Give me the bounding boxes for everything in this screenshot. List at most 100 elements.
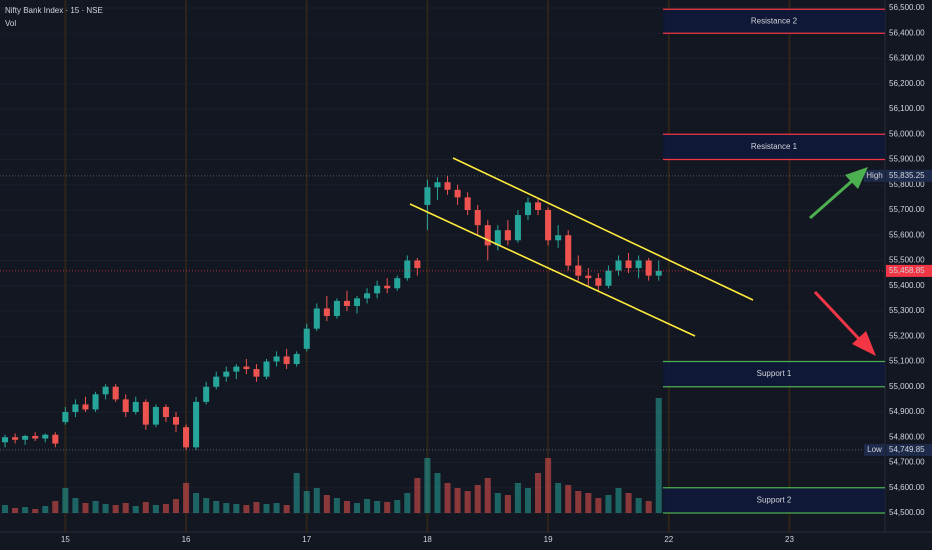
volume-bar	[635, 498, 642, 513]
y-tick-label: 56,200.00	[889, 79, 925, 88]
x-tick-label: 19	[544, 535, 553, 544]
volume-bar	[464, 491, 471, 513]
candle-body	[82, 404, 89, 410]
x-tick-label: 15	[61, 535, 70, 544]
volume-bar	[444, 483, 451, 513]
volume-label: Vol	[5, 19, 16, 28]
y-tick-label: 55,100.00	[889, 357, 925, 366]
zone	[663, 134, 885, 160]
candle-body	[524, 202, 531, 216]
volume-bar	[273, 503, 280, 513]
volume-bar	[394, 500, 401, 513]
candle-body	[263, 361, 270, 377]
candle-body	[585, 275, 592, 279]
y-tick-label: 55,600.00	[889, 230, 925, 239]
y-tick-label: 55,300.00	[889, 306, 925, 315]
candle-body	[343, 300, 350, 306]
volume-bar	[2, 505, 9, 513]
volume-bar	[323, 495, 330, 513]
volume-bar	[213, 501, 220, 513]
candle-body	[193, 401, 200, 448]
volume-bar	[333, 498, 340, 513]
volume-bar	[424, 458, 431, 513]
candle-body	[12, 437, 19, 440]
volume-bar	[122, 503, 129, 513]
price-tag	[886, 169, 932, 182]
candle-body	[303, 328, 310, 349]
candle-body	[484, 225, 491, 246]
channel-upper	[452, 157, 754, 301]
volume-bar	[384, 502, 391, 513]
candle-body	[2, 437, 9, 443]
candle-body	[655, 270, 662, 276]
y-tick-label: 55,700.00	[889, 205, 925, 214]
candle-body	[183, 427, 190, 448]
candle-body	[575, 265, 582, 276]
candle-body	[615, 260, 622, 271]
candle-body	[132, 401, 139, 412]
volume-bar	[32, 509, 39, 513]
volume-bar	[22, 507, 29, 513]
candle-body	[323, 308, 330, 317]
candle-body	[565, 235, 572, 266]
price-tag-label: 54,749.85	[889, 445, 925, 454]
candle-body	[434, 182, 441, 188]
candle-body	[112, 386, 119, 400]
y-tick-label: 55,500.00	[889, 256, 925, 265]
chart-title: Nifty Bank Index · 15 · NSE	[5, 6, 103, 15]
y-tick-label: 56,400.00	[889, 28, 925, 37]
volume-bar	[102, 504, 109, 513]
price-tag-label: 55,458.85	[889, 266, 925, 275]
volume-bar	[223, 503, 230, 513]
candle-body	[424, 187, 431, 205]
volume-bar	[62, 488, 69, 513]
x-tick-label: 16	[182, 535, 191, 544]
volume-bar	[132, 506, 139, 513]
candle-body	[313, 308, 320, 329]
volume-bar	[52, 501, 59, 513]
price-tag-label: 55,835.25	[889, 171, 925, 180]
zone-label: Resistance 2	[751, 16, 798, 25]
volume-bar	[283, 505, 290, 513]
volume-bar	[12, 508, 19, 513]
y-tick-label: 56,300.00	[889, 54, 925, 63]
zone-label: Support 2	[757, 495, 792, 504]
candle-body	[142, 401, 149, 425]
candle-body	[494, 230, 501, 246]
volume-bar	[303, 491, 310, 513]
candle-body	[625, 260, 632, 269]
candle-body	[333, 300, 340, 317]
y-tick-label: 54,500.00	[889, 508, 925, 517]
channel-lower	[409, 203, 696, 337]
volume-bar	[193, 493, 200, 513]
volume-bar	[142, 502, 149, 513]
volume-bar	[555, 483, 562, 513]
volume-bar	[595, 498, 602, 513]
volume-bar	[42, 506, 49, 513]
y-tick-label: 54,900.00	[889, 407, 925, 416]
volume-bar	[263, 504, 270, 513]
volume-bar	[605, 495, 612, 513]
up-arrow	[809, 167, 868, 220]
candle-body	[52, 434, 59, 444]
x-tick-label: 23	[785, 535, 794, 544]
volume-bar	[82, 503, 89, 513]
candle-body	[635, 260, 642, 269]
y-tick-label: 56,100.00	[889, 104, 925, 113]
zone-label: Resistance 1	[751, 142, 798, 151]
volume-bar	[524, 488, 531, 513]
volume-bar	[484, 478, 491, 513]
volume-bar	[253, 502, 260, 513]
volume-bar	[203, 498, 210, 513]
volume-bar	[545, 458, 552, 513]
x-tick-label: 22	[664, 535, 673, 544]
candle-body	[535, 202, 542, 210]
candle-body	[514, 215, 521, 241]
candle-body	[595, 278, 602, 286]
volume-bar	[504, 495, 511, 513]
y-tick-label: 55,400.00	[889, 281, 925, 290]
candle-body	[92, 394, 99, 410]
marker-label: High	[866, 171, 882, 180]
volume-bar	[494, 493, 501, 513]
